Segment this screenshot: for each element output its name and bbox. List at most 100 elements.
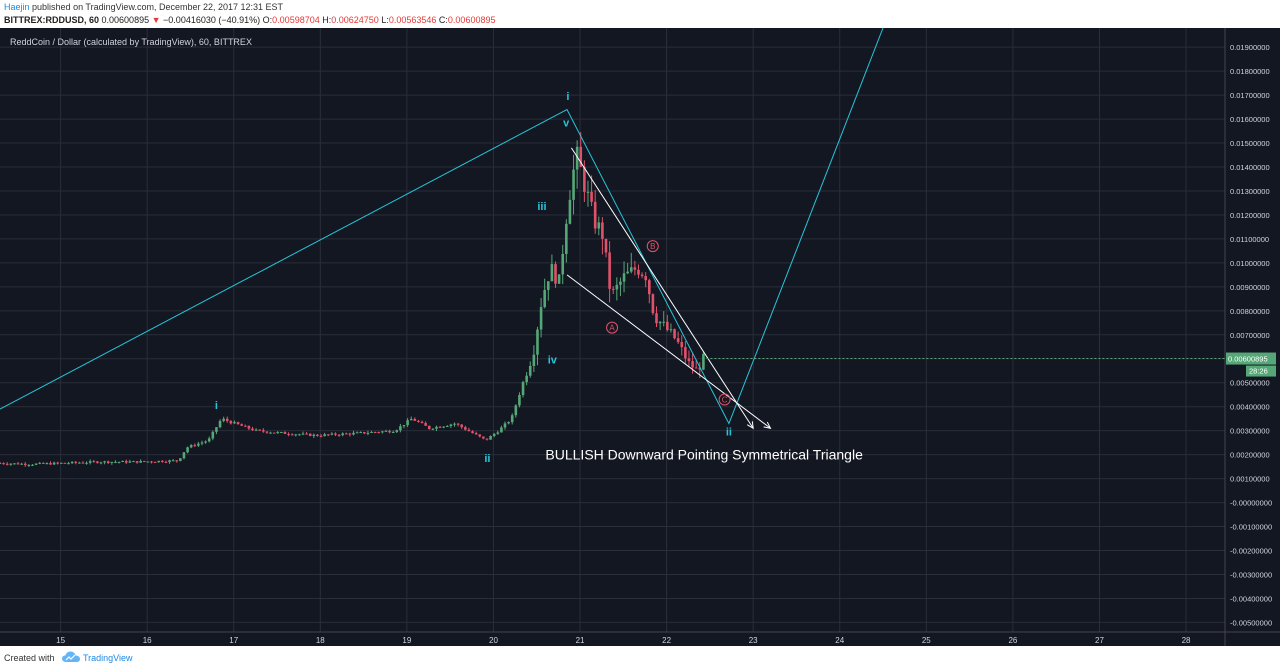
- candle-body: [34, 463, 38, 465]
- candle-body: [691, 361, 694, 368]
- chart-footer: Created with TradingView: [0, 646, 1280, 670]
- candle-body: [467, 429, 471, 432]
- price-tick-label: 0.01600000: [1230, 115, 1270, 124]
- candle-body: [49, 463, 52, 465]
- candle-body: [698, 367, 702, 370]
- time-tick-label: 27: [1095, 636, 1104, 645]
- candle-body: [568, 199, 572, 224]
- candle-body: [161, 460, 164, 462]
- candle-body: [388, 430, 391, 433]
- candle-body: [565, 223, 568, 254]
- abc-label: C: [722, 396, 728, 405]
- tradingview-brand-link[interactable]: TradingView: [83, 653, 133, 663]
- candle-body: [132, 461, 135, 463]
- candle-body: [254, 429, 258, 431]
- candle-body: [186, 447, 189, 453]
- price-tick-label: 0.00800000: [1230, 307, 1270, 316]
- candle-body: [348, 433, 352, 435]
- candle-body: [341, 433, 344, 436]
- change-value: −0.00416030 (−40.91%): [163, 15, 261, 25]
- wave-label: i: [566, 91, 569, 103]
- created-with-text: Created with: [4, 653, 55, 663]
- candle-body: [460, 424, 464, 428]
- candle-body: [503, 423, 507, 428]
- time-tick-label: 19: [402, 636, 411, 645]
- candle-body: [218, 420, 222, 428]
- candle-body: [676, 338, 680, 343]
- candle-body: [63, 462, 67, 464]
- time-tick-label: 16: [143, 636, 152, 645]
- candle-body: [344, 433, 348, 435]
- candle-body: [96, 461, 99, 463]
- candle-body: [687, 358, 691, 362]
- candle-body: [608, 252, 611, 289]
- candle-body: [593, 201, 597, 229]
- price-tick-label: 0.00300000: [1230, 427, 1270, 436]
- candle-body: [626, 271, 629, 274]
- triangle-annotation: BULLISH Downward Pointing Symmetrical Tr…: [545, 446, 863, 462]
- open-value: 0.00598704: [272, 15, 320, 25]
- price-tick-label: 0.01000000: [1230, 259, 1270, 268]
- candle-body: [121, 460, 124, 462]
- candle-body: [445, 425, 449, 427]
- candle-body: [554, 264, 557, 284]
- candle-body: [680, 342, 684, 348]
- candle-body: [546, 281, 550, 291]
- candle-body: [52, 462, 56, 465]
- candle-body: [702, 353, 705, 370]
- candle-body: [427, 425, 431, 429]
- candle-body: [229, 420, 233, 424]
- candle-body: [355, 432, 359, 434]
- price-tick-label: 0.00100000: [1230, 475, 1270, 484]
- candle-body: [640, 274, 644, 277]
- close-value: 0.00600895: [447, 15, 496, 25]
- candle-body: [265, 431, 269, 433]
- author-link[interactable]: Haejin: [4, 2, 30, 12]
- candle-body: [366, 432, 370, 434]
- candle-body: [298, 434, 301, 436]
- candle-body: [2, 463, 5, 465]
- candle-body: [179, 458, 182, 461]
- candle-body: [67, 463, 70, 465]
- candle-body: [319, 435, 323, 437]
- candle-body: [557, 274, 561, 284]
- candle-body: [399, 426, 402, 431]
- price-axis[interactable]: 0.01900000 0.01800000 0.01700000 0.01600000…: [1226, 43, 1276, 627]
- candle-body: [424, 423, 427, 426]
- candle-body: [611, 288, 615, 290]
- candle-body: [373, 431, 377, 433]
- abc-label: A: [609, 324, 615, 333]
- candle-body: [590, 191, 593, 202]
- candle-body: [500, 427, 503, 433]
- candle-body: [485, 438, 489, 440]
- candle-body: [334, 433, 337, 435]
- wave-label: ii: [484, 453, 490, 465]
- price-tick-label: 0.01700000: [1230, 91, 1270, 100]
- abc-label-circle: [606, 321, 619, 334]
- candle-body: [647, 280, 651, 295]
- price-tick-label: -0.00300000: [1230, 570, 1272, 579]
- candle-body: [20, 463, 23, 465]
- grid-lines: [0, 28, 1225, 632]
- trendline-arrowhead: [763, 421, 772, 429]
- candle-body: [413, 418, 417, 421]
- candle-body: [644, 276, 647, 281]
- candle-body: [673, 329, 676, 339]
- time-axis[interactable]: 15 16 17 18 19 20 21 22 23 24 25 26 27 28: [56, 636, 1191, 645]
- candle-body: [236, 422, 240, 425]
- candle-body: [622, 273, 626, 282]
- candle-body: [225, 418, 229, 421]
- price-tick-label: -0.00500000: [1230, 618, 1272, 627]
- time-tick-label: 26: [1008, 636, 1017, 645]
- price-tick-label: 0.00700000: [1230, 331, 1270, 340]
- candle-body: [453, 423, 456, 425]
- candle-body: [280, 432, 283, 434]
- price-tick-label: 0.00200000: [1230, 451, 1270, 460]
- candle-body: [435, 426, 438, 429]
- candle-body: [402, 425, 406, 427]
- candle-body: [243, 425, 247, 427]
- candle-body: [168, 460, 171, 463]
- candle-body: [27, 464, 31, 466]
